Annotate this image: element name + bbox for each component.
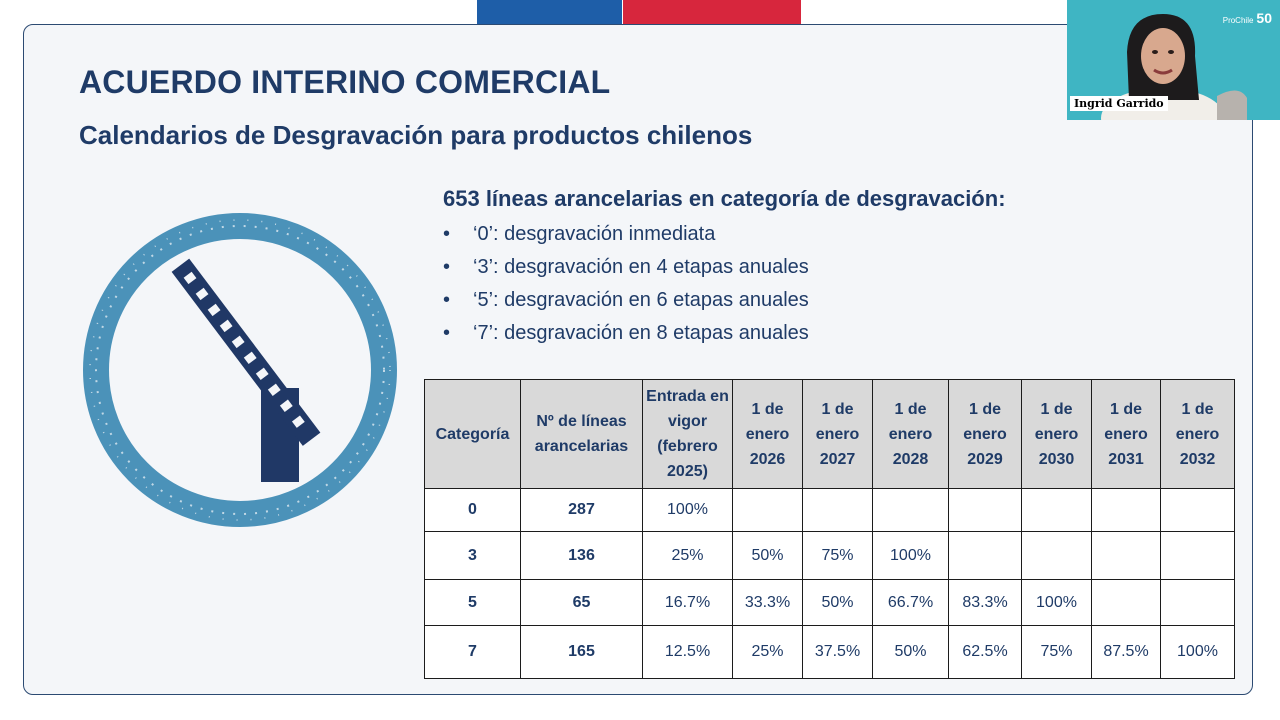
table-header: 1 de enero 2030: [1021, 379, 1092, 489]
table-cell: [948, 531, 1022, 580]
table-cell: [1091, 579, 1161, 626]
brand-logo: ProChile 50: [1222, 10, 1272, 26]
table-header-row: Categoría Nº de líneas arancelarias Entr…: [424, 379, 1235, 489]
flag-stripe-blue: [477, 0, 622, 24]
table-cell: [1091, 488, 1161, 532]
table-cell: [1091, 531, 1161, 580]
bullet-list: • ‘0’: desgravación inmediata • ‘3’: desgr…: [443, 222, 809, 354]
table-cell: 100%: [642, 488, 733, 532]
table-cell: 287: [520, 488, 643, 532]
table-cell: 25%: [642, 531, 733, 580]
table-cell: [732, 488, 803, 532]
table-cell: [1160, 488, 1235, 532]
bullet-icon: •: [443, 289, 451, 311]
table-cell: 65: [520, 579, 643, 626]
tariff-schedule-table: Categoría Nº de líneas arancelarias Entr…: [424, 379, 1235, 679]
section-heading: 653 líneas arancelarias en categoría de …: [443, 186, 1006, 211]
list-item: • ‘7’: desgravación en 8 etapas anuales: [443, 322, 809, 344]
table-cell: 75%: [802, 531, 873, 580]
table-header: 1 de enero 2026: [732, 379, 803, 489]
table-cell: 37.5%: [802, 625, 873, 679]
table-cell: 62.5%: [948, 625, 1022, 679]
list-item: • ‘3’: desgravación en 4 etapas anuales: [443, 256, 809, 278]
table-cell: 16.7%: [642, 579, 733, 626]
table-row: 5 65 16.7% 33.3% 50% 66.7% 83.3% 100%: [424, 579, 1235, 626]
table-row: 0 287 100%: [424, 488, 1235, 532]
table-cell: 0: [424, 488, 521, 532]
table-header: 1 de enero 2027: [802, 379, 873, 489]
table-cell: 50%: [872, 625, 949, 679]
table-cell: 100%: [872, 531, 949, 580]
table-header: 1 de enero 2032: [1160, 379, 1235, 489]
table-cell: 165: [520, 625, 643, 679]
table-cell: 3: [424, 531, 521, 580]
table-cell: 87.5%: [1091, 625, 1161, 679]
table-cell: [872, 488, 949, 532]
slide-subtitle: Calendarios de Desgravación para product…: [79, 120, 753, 150]
table-cell: 136: [520, 531, 643, 580]
table-row: 7 165 12.5% 25% 37.5% 50% 62.5% 75% 87.5…: [424, 625, 1235, 679]
barrier-gate-icon: [83, 213, 397, 527]
participant-name-label: Ingrid Garrido: [1070, 96, 1168, 111]
table-cell: 50%: [802, 579, 873, 626]
participant-video-tile[interactable]: ProChile 50 Ingrid Garrido: [1067, 0, 1280, 120]
table-cell: 25%: [732, 625, 803, 679]
table-cell: 75%: [1021, 625, 1092, 679]
bullet-icon: •: [443, 322, 451, 344]
table-cell: [1021, 531, 1092, 580]
slide-title: ACUERDO INTERINO COMERCIAL: [79, 64, 611, 100]
table-header: Entrada en vigor (febrero 2025): [642, 379, 733, 489]
table-header: 1 de enero 2031: [1091, 379, 1161, 489]
list-item: • ‘0’: desgravación inmediata: [443, 223, 716, 245]
table-header: Categoría: [424, 379, 521, 489]
table-cell: 50%: [732, 531, 803, 580]
table-cell: [802, 488, 873, 532]
table-cell: [1160, 579, 1235, 626]
table-cell: 33.3%: [732, 579, 803, 626]
table-row: 3 136 25% 50% 75% 100%: [424, 531, 1235, 580]
table-cell: 12.5%: [642, 625, 733, 679]
table-cell: 66.7%: [872, 579, 949, 626]
table-cell: 5: [424, 579, 521, 626]
list-item: • ‘5’: desgravación en 6 etapas anuales: [443, 289, 809, 311]
table-cell: [1160, 531, 1235, 580]
bullet-icon: •: [443, 256, 451, 278]
table-cell: [1021, 488, 1092, 532]
table-header: 1 de enero 2028: [872, 379, 949, 489]
table-cell: [948, 488, 1022, 532]
table-cell: 100%: [1021, 579, 1092, 626]
flag-stripe-red: [623, 0, 801, 24]
table-cell: 7: [424, 625, 521, 679]
table-header: Nº de líneas arancelarias: [520, 379, 643, 489]
bullet-icon: •: [443, 223, 451, 245]
table-header: 1 de enero 2029: [948, 379, 1022, 489]
table-cell: 83.3%: [948, 579, 1022, 626]
table-cell: 100%: [1160, 625, 1235, 679]
participant-avatar: [1101, 14, 1247, 120]
